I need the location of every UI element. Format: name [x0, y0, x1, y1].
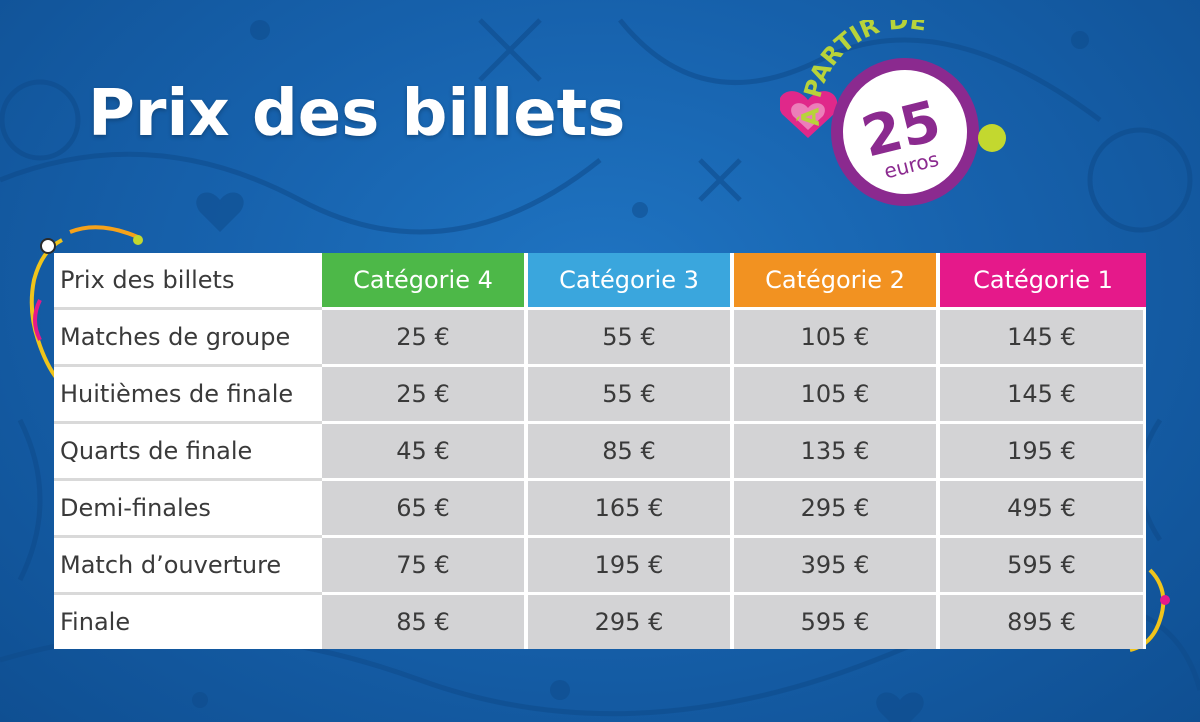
- price-cell: 55 €: [528, 364, 734, 421]
- table-row: Demi-finales 65 € 165 € 295 € 495 €: [54, 478, 1146, 535]
- price-table: Prix des billets Catégorie 4 Catégorie 3…: [54, 253, 1146, 649]
- row-label: Demi-finales: [54, 478, 322, 535]
- price-cell: 195 €: [940, 421, 1146, 478]
- price-cell: 105 €: [734, 364, 940, 421]
- price-cell: 45 €: [322, 421, 528, 478]
- price-cell: 65 €: [322, 478, 528, 535]
- category-header: Catégorie 1: [940, 253, 1146, 307]
- price-cell: 145 €: [940, 307, 1146, 364]
- row-label: Matches de groupe: [54, 307, 322, 364]
- badge-ring: [831, 58, 979, 206]
- price-cell: 145 €: [940, 364, 1146, 421]
- row-label: Match d’ouverture: [54, 535, 322, 592]
- price-cell: 85 €: [528, 421, 734, 478]
- heart-icon: [780, 91, 838, 138]
- price-cell: 195 €: [528, 535, 734, 592]
- price-cell: 25 €: [322, 307, 528, 364]
- price-cell: 55 €: [528, 307, 734, 364]
- price-table-container: Prix des billets Catégorie 4 Catégorie 3…: [54, 253, 1146, 649]
- price-cell: 75 €: [322, 535, 528, 592]
- category-header: Catégorie 4: [322, 253, 528, 307]
- table-row: Match d’ouverture 75 € 195 € 395 € 595 €: [54, 535, 1146, 592]
- price-cell: 595 €: [940, 535, 1146, 592]
- table-row: Finale 85 € 295 € 595 € 895 €: [54, 592, 1146, 649]
- row-label: Finale: [54, 592, 322, 649]
- price-cell: 25 €: [322, 364, 528, 421]
- category-header: Catégorie 3: [528, 253, 734, 307]
- row-label: Quarts de finale: [54, 421, 322, 478]
- category-header: Catégorie 2: [734, 253, 940, 307]
- corner-label: Prix des billets: [54, 253, 322, 307]
- price-cell: 135 €: [734, 421, 940, 478]
- badge-dot: [978, 124, 1006, 152]
- price-cell: 495 €: [940, 478, 1146, 535]
- table-row: Quarts de finale 45 € 85 € 135 € 195 €: [54, 421, 1146, 478]
- price-cell: 85 €: [322, 592, 528, 649]
- page-title: Prix des billets: [88, 77, 626, 151]
- row-label: Huitièmes de finale: [54, 364, 322, 421]
- price-cell: 295 €: [528, 592, 734, 649]
- price-badge: À PARTIR DE 25 euros: [780, 20, 1006, 206]
- table-header-row: Prix des billets Catégorie 4 Catégorie 3…: [54, 253, 1146, 307]
- price-cell: 165 €: [528, 478, 734, 535]
- price-cell: 395 €: [734, 535, 940, 592]
- table-row: Matches de groupe 25 € 55 € 105 € 145 €: [54, 307, 1146, 364]
- price-cell: 105 €: [734, 307, 940, 364]
- price-cell: 895 €: [940, 592, 1146, 649]
- table-row: Huitièmes de finale 25 € 55 € 105 € 145 …: [54, 364, 1146, 421]
- price-cell: 295 €: [734, 478, 940, 535]
- price-cell: 595 €: [734, 592, 940, 649]
